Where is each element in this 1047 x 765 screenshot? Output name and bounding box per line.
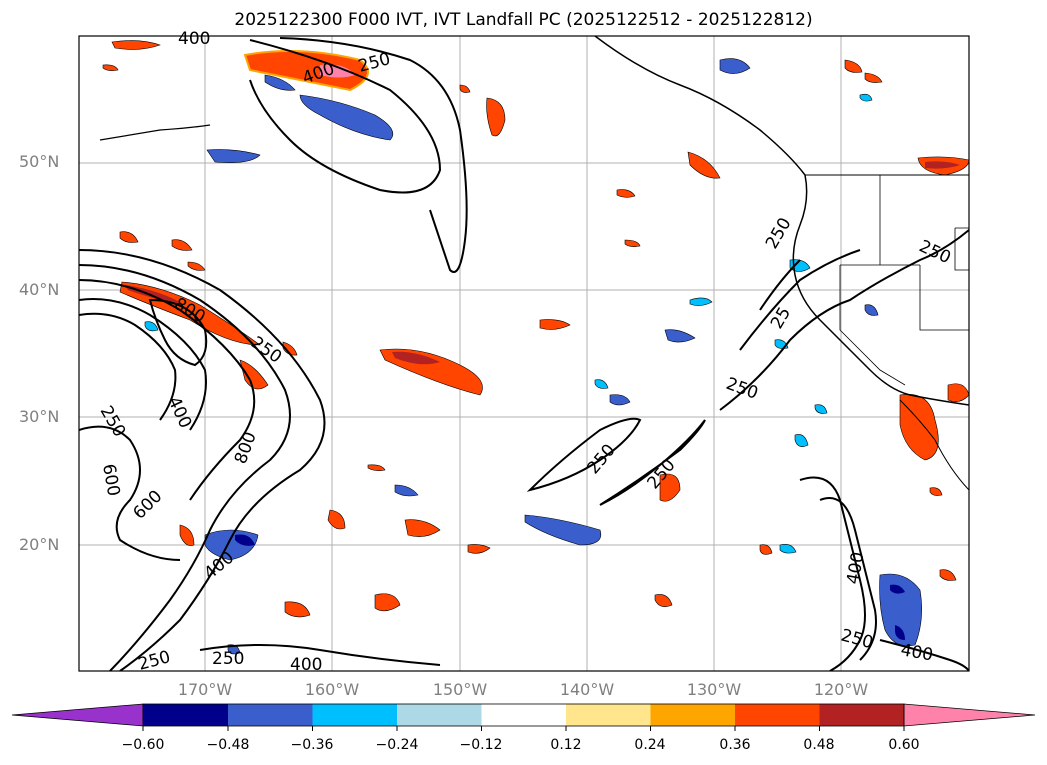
positive-anomaly-patches — [102, 40, 969, 618]
lon-label-140w: 140°W — [559, 680, 615, 699]
map-title: 2025122300 F000 IVT, IVT Landfall PC (20… — [234, 10, 813, 30]
colorbar-tick-label: −0.36 — [290, 737, 334, 753]
lat-label-50n: 50°N — [19, 152, 60, 171]
contour-label: 800 — [231, 429, 261, 466]
contour-label: 400 — [178, 29, 210, 49]
colorbar-tick-label: −0.12 — [459, 737, 503, 753]
colorbar-extend-high — [903, 703, 1036, 727]
lat-label-40n: 40°N — [19, 280, 60, 299]
colorbar-tick-label: −0.24 — [375, 737, 419, 753]
negative-anomaly-patches — [144, 58, 922, 655]
contour-label: 400 — [899, 640, 934, 665]
map-frame — [78, 35, 970, 672]
colorbar-bin — [735, 704, 820, 726]
colorbar-ticks — [142, 726, 905, 731]
ivt-contours — [79, 37, 969, 671]
contour-label: 250 — [356, 49, 393, 77]
colorbar — [11, 703, 1036, 731]
lat-label-20n: 20°N — [19, 535, 60, 554]
colorbar-bin — [819, 704, 904, 726]
contour-label: 600 — [98, 462, 123, 497]
colorbar-tick-label: 0.12 — [550, 737, 582, 753]
colorbar-bin — [650, 704, 735, 726]
lon-label-160w: 160°W — [304, 680, 360, 699]
colorbar-tick-label: 0.36 — [719, 737, 751, 753]
colorbar-bin — [143, 704, 228, 726]
colorbar-extend-low — [11, 703, 144, 727]
colorbar-bin — [228, 704, 313, 726]
colorbar-frame — [142, 703, 905, 727]
contour-label: 250 — [762, 214, 796, 252]
contour-label: 250 — [584, 440, 620, 478]
colorbar-bin — [312, 704, 397, 726]
colorbar-bin — [481, 704, 566, 726]
colorbar-tick-label: −0.48 — [206, 737, 250, 753]
contour-label: 400 — [843, 550, 868, 585]
contour-label: 250 — [212, 649, 244, 669]
colorbar-tick-label: 0.48 — [803, 737, 835, 753]
coastlines — [99, 36, 969, 491]
colorbar-bin — [397, 704, 482, 726]
contour-label: 400 — [163, 394, 195, 432]
colorbar-tick-label: 0.24 — [634, 737, 666, 753]
lon-label-170w: 170°W — [177, 680, 233, 699]
contour-labels: 400 400 250 800 250 250 400 800 600 600 … — [96, 29, 954, 675]
colorbar-bin — [566, 704, 651, 726]
lon-label-120w: 120°W — [813, 680, 869, 699]
contour-label: 250 — [723, 374, 760, 404]
contour-label: 250 — [916, 236, 954, 268]
contour-label: 400 — [290, 655, 322, 675]
lon-label-130w: 130°W — [686, 680, 742, 699]
contour-label: 250 — [247, 333, 285, 368]
lon-label-150w: 150°W — [432, 680, 488, 699]
colorbar-tick-label: 0.60 — [888, 737, 920, 753]
contour-label: 250 — [839, 626, 876, 654]
map-area — [79, 36, 969, 671]
colorbar-tick-label: −0.60 — [121, 737, 165, 753]
lat-label-30n: 30°N — [19, 407, 60, 426]
contour-label: 25 — [767, 304, 795, 333]
